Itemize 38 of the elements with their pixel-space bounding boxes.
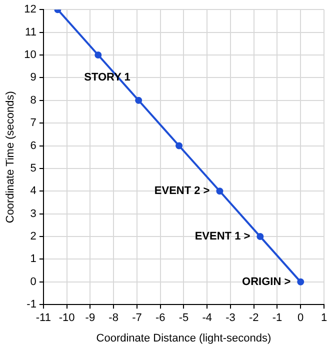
x-tick-label: -1 (272, 312, 282, 324)
y-tick-label: 1 (30, 253, 36, 266)
point (216, 188, 224, 195)
y-tick-label: 9 (30, 72, 36, 84)
y-tick-label: 3 (30, 208, 36, 220)
x-tick-label: 1 (320, 312, 328, 324)
point (297, 278, 304, 286)
x-tick-label: -8 (108, 312, 118, 324)
point (176, 142, 183, 150)
y-axis-title: Coordinate Time (seconds) (4, 91, 17, 224)
point (94, 51, 102, 58)
x-tick-label: -5 (178, 312, 189, 324)
y-tick-label: 6 (30, 140, 36, 152)
y-tick-label: -1 (26, 298, 36, 311)
y-tick-label: 4 (30, 185, 36, 198)
y-tick-label: 11 (25, 26, 36, 38)
x-tick-label: 0 (298, 312, 304, 324)
annotation: ORIGIN > (242, 276, 291, 288)
annotation: EVENT 2 > (154, 185, 210, 198)
annotation: EVENT 1 > (194, 230, 250, 243)
y-tick-label: 0 (30, 276, 36, 288)
point (256, 233, 264, 240)
x-tick-label: -6 (155, 312, 166, 324)
y-tick-label: 8 (30, 94, 36, 106)
y-tick-label: 10 (24, 49, 36, 62)
y-tick-label: 2 (30, 230, 36, 243)
x-tick-label: -10 (58, 312, 75, 324)
y-tick-label: 5 (30, 162, 36, 174)
point (135, 96, 142, 104)
x-tick-label: -7 (132, 312, 142, 324)
y-tick-label: 7 (30, 117, 36, 130)
x-tick-label: -2 (248, 312, 259, 324)
x-tick-label: -4 (202, 312, 212, 324)
y-tick-label: 12 (24, 4, 36, 16)
x-tick-label: -11 (36, 312, 51, 324)
x-tick-label: -9 (85, 312, 96, 324)
x-tick-label: -3 (226, 312, 236, 324)
x-axis-title: Coordinate Distance (light-seconds) (96, 332, 272, 344)
